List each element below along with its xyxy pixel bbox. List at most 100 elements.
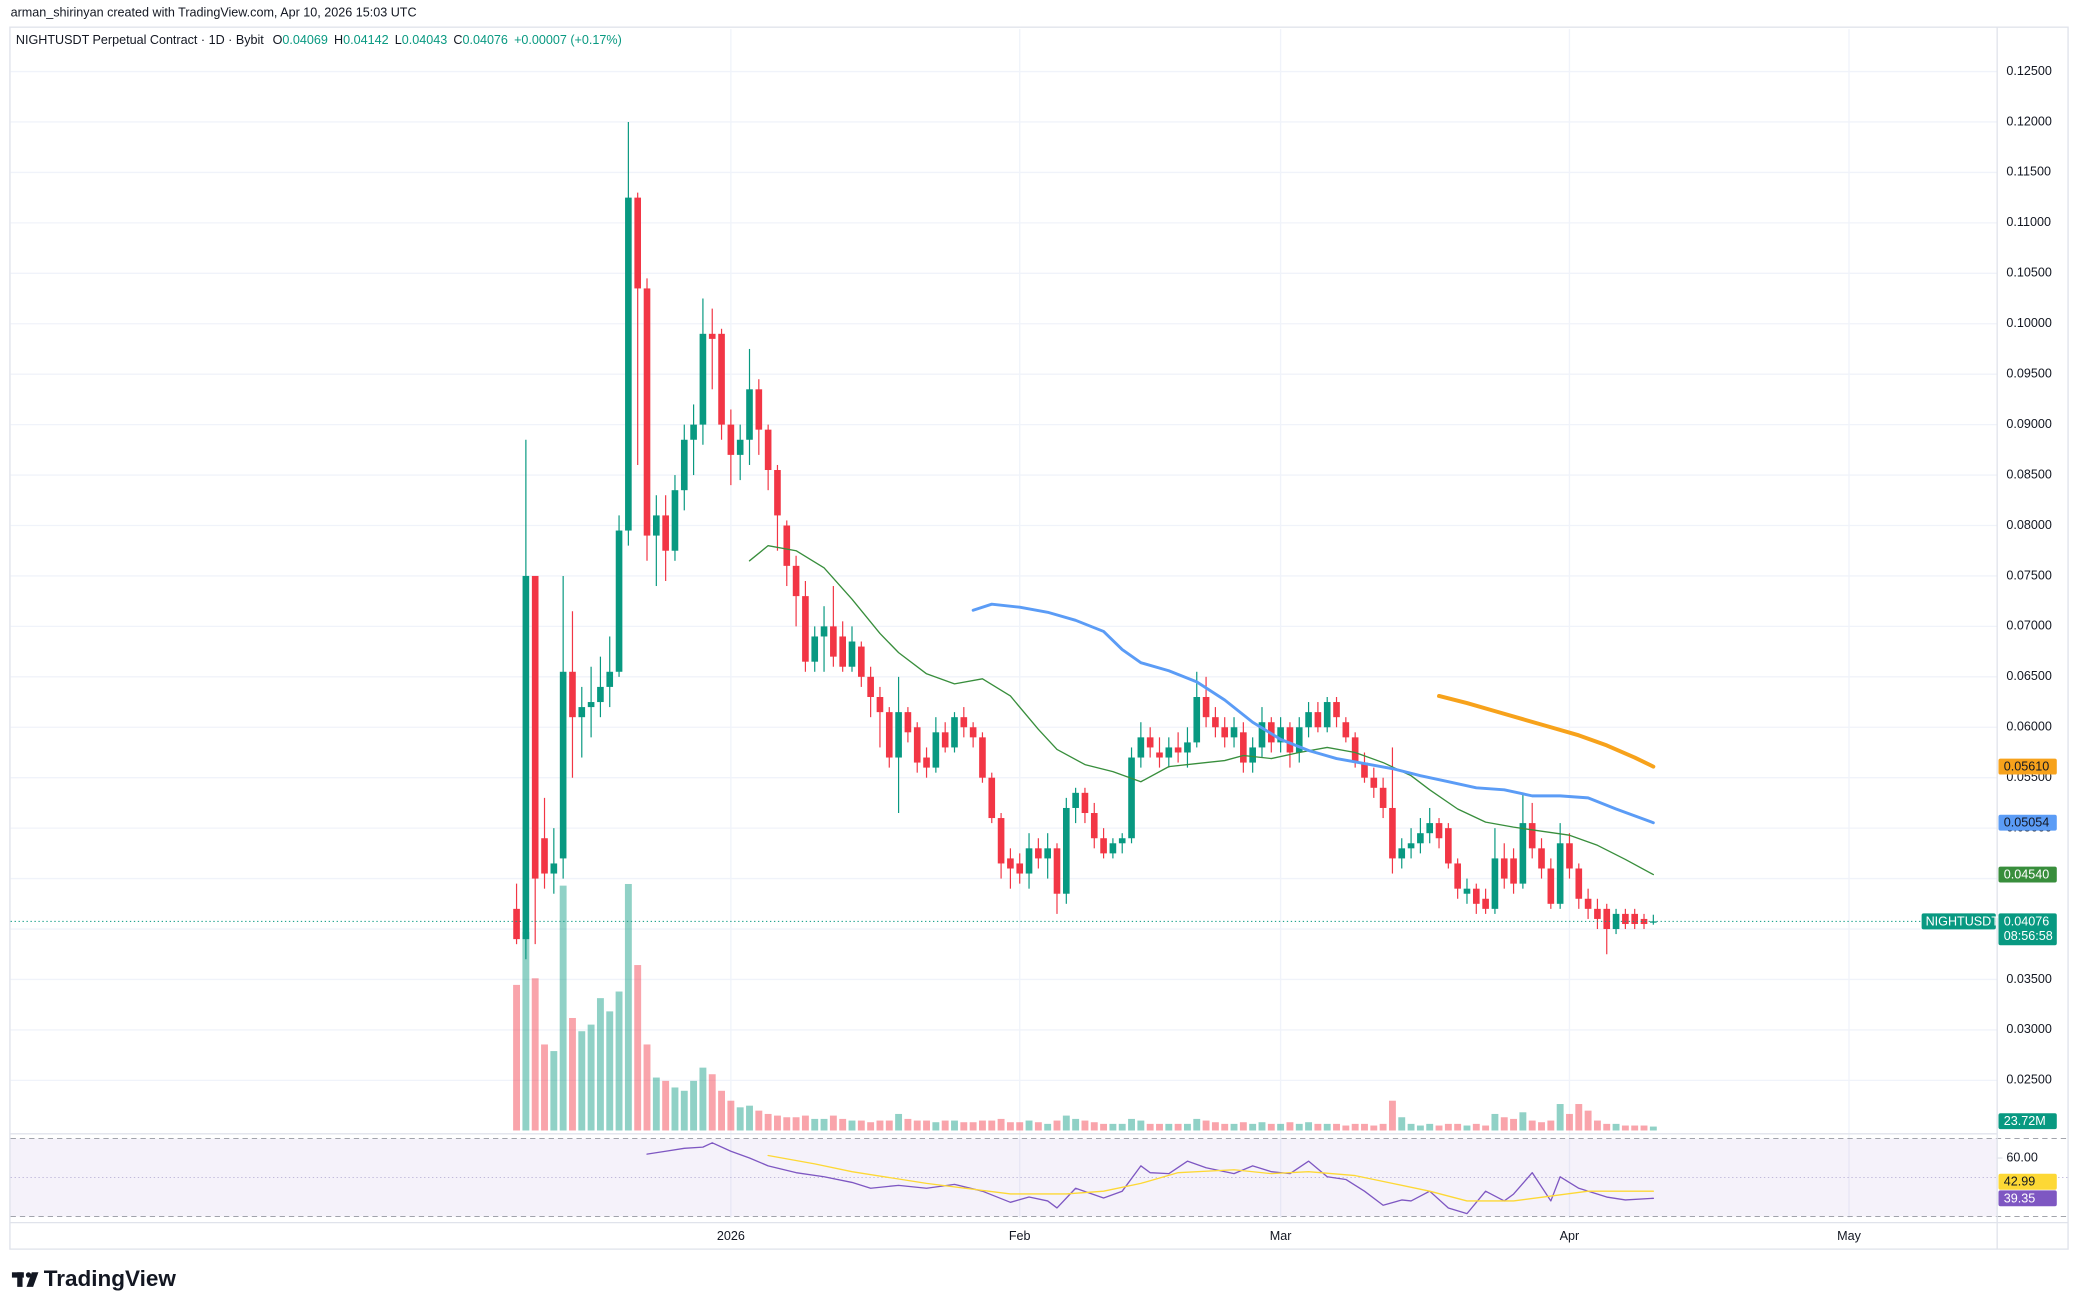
volume-bar bbox=[1454, 1123, 1462, 1131]
volume-bar bbox=[1388, 1100, 1396, 1131]
volume-bar bbox=[829, 1115, 837, 1131]
volume-bar bbox=[1323, 1123, 1331, 1131]
volume-bar bbox=[1556, 1104, 1564, 1131]
price-badge-text: 39.35 bbox=[2004, 1191, 2035, 1205]
candle-body bbox=[1286, 727, 1294, 753]
volume-bar bbox=[1062, 1115, 1070, 1131]
volume-bar bbox=[1100, 1123, 1108, 1131]
candle-body bbox=[792, 565, 800, 597]
candle-body bbox=[690, 424, 697, 440]
legend: NIGHTUSDT Perpetual Contract · 1D · Bybi… bbox=[16, 33, 622, 47]
candle-body bbox=[1184, 742, 1191, 753]
candle-body bbox=[1146, 737, 1154, 748]
candle-body bbox=[727, 424, 735, 455]
volume-bar bbox=[596, 998, 604, 1131]
volume-bar bbox=[1584, 1110, 1592, 1131]
candle-body bbox=[932, 732, 940, 768]
volume-bar bbox=[848, 1120, 856, 1131]
x-tick-label: Apr bbox=[1560, 1229, 1580, 1243]
candle-body bbox=[1137, 737, 1145, 758]
volume-bar bbox=[764, 1113, 772, 1131]
rsi-band bbox=[10, 1138, 1998, 1217]
y-tick-label: 0.10000 bbox=[2006, 316, 2051, 330]
candle-body bbox=[1072, 792, 1079, 808]
volume-bar bbox=[792, 1117, 800, 1131]
volume-bar bbox=[1072, 1118, 1080, 1131]
volume-bar bbox=[1314, 1123, 1322, 1131]
volume-bar bbox=[1528, 1120, 1536, 1131]
volume-bar bbox=[1090, 1122, 1098, 1131]
x-tick-label: May bbox=[1837, 1229, 1861, 1243]
candle-body bbox=[1351, 737, 1359, 763]
candle-body bbox=[1193, 696, 1201, 743]
volume-bar bbox=[606, 1011, 614, 1131]
volume bbox=[513, 883, 1657, 1131]
candle-body bbox=[634, 197, 642, 289]
volume-bar bbox=[1165, 1123, 1173, 1131]
volume-bar bbox=[1333, 1123, 1340, 1131]
volume-bar bbox=[1351, 1123, 1359, 1131]
volume-bar bbox=[1128, 1118, 1135, 1131]
change: +0.00007 (+0.17%) bbox=[514, 33, 622, 47]
y-tick-label: 0.09000 bbox=[2006, 417, 2051, 431]
candle-body bbox=[783, 525, 791, 566]
volume-bar bbox=[634, 965, 642, 1131]
candle-body bbox=[1510, 858, 1517, 884]
volume-bar bbox=[1463, 1125, 1471, 1131]
volume-bar bbox=[997, 1118, 1005, 1131]
volume-bar bbox=[1649, 1126, 1657, 1131]
volume-bar bbox=[857, 1120, 865, 1131]
volume-bar bbox=[1193, 1118, 1201, 1131]
candle-body bbox=[597, 686, 604, 703]
volume-bar bbox=[1286, 1122, 1294, 1131]
moving-average bbox=[971, 602, 1655, 825]
volume-bar bbox=[1109, 1123, 1117, 1131]
candle-body bbox=[718, 333, 725, 425]
y-tick-label: 0.11000 bbox=[2006, 215, 2051, 229]
volume-bar bbox=[1575, 1104, 1583, 1131]
y-tick-label: 0.11500 bbox=[2006, 165, 2051, 179]
candle-body bbox=[1640, 918, 1648, 924]
volume-bar bbox=[811, 1118, 819, 1131]
candle-body bbox=[615, 530, 623, 672]
candle-body bbox=[643, 288, 651, 536]
candle-body bbox=[1566, 843, 1573, 869]
volume-bar bbox=[1202, 1120, 1210, 1131]
candle-body bbox=[1370, 777, 1378, 788]
moving-average bbox=[748, 545, 1654, 876]
candle-body bbox=[1603, 908, 1611, 930]
y-tick-label: 0.12500 bbox=[2006, 64, 2051, 78]
volume-bar bbox=[1500, 1117, 1508, 1131]
candle-body bbox=[1100, 838, 1107, 854]
candle-body bbox=[895, 712, 902, 758]
candle-body bbox=[1258, 722, 1266, 748]
open-value: 0.04069 bbox=[282, 33, 327, 47]
legend-key: H bbox=[334, 33, 343, 47]
volume-bar bbox=[1593, 1120, 1601, 1131]
volume-bar bbox=[1277, 1123, 1285, 1131]
price-badge bbox=[1998, 1113, 2057, 1130]
candle-body bbox=[531, 575, 539, 879]
symbol-badge bbox=[1921, 913, 1996, 930]
candle-body bbox=[1035, 848, 1042, 859]
volume-bar bbox=[615, 991, 623, 1131]
candle-body bbox=[923, 757, 930, 768]
high-value: 0.04142 bbox=[343, 33, 388, 47]
volume-bar bbox=[1137, 1120, 1145, 1131]
grid: 0.025000.030000.035000.040000.045000.050… bbox=[10, 29, 2068, 1243]
x-tick-label: 2026 bbox=[717, 1229, 745, 1243]
candle-body bbox=[1622, 913, 1629, 924]
candle-body bbox=[1407, 843, 1415, 849]
candle-body bbox=[913, 727, 921, 763]
volume-bar bbox=[718, 1090, 725, 1131]
candle-body bbox=[1445, 828, 1452, 864]
candle-body bbox=[1426, 823, 1434, 834]
volume-bar bbox=[1491, 1113, 1499, 1131]
candle-body bbox=[708, 333, 716, 339]
volume-bar bbox=[1016, 1122, 1024, 1131]
volume-bar bbox=[1044, 1123, 1052, 1131]
candle-body bbox=[1221, 727, 1229, 738]
volume-bar bbox=[569, 1017, 576, 1131]
